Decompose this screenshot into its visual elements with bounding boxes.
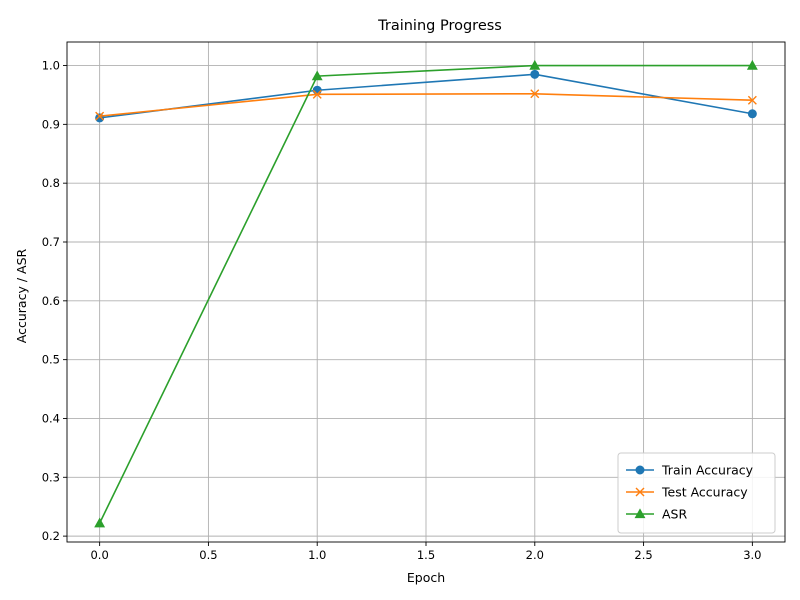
legend-marker — [635, 465, 645, 475]
data-point-asr — [311, 70, 323, 81]
data-point-test-accuracy — [95, 111, 105, 121]
data-point-asr — [94, 517, 106, 528]
plot-frame — [66, 41, 786, 543]
x-tick-label: 1.5 — [417, 548, 435, 562]
legend-marker — [635, 487, 645, 497]
x-tick-label: 2.0 — [526, 548, 544, 562]
legend-label: ASR — [662, 507, 687, 522]
y-axis-label: Accuracy / ASR — [14, 248, 29, 343]
series-test-accuracy — [95, 89, 757, 121]
legend-item-test-accuracy: Test Accuracy — [626, 485, 748, 500]
x-tick-label: 2.5 — [634, 548, 652, 562]
x-tick-label: 0.5 — [199, 548, 217, 562]
y-tick-label: 0.8 — [42, 176, 60, 190]
x-tick-label: 0.0 — [90, 548, 108, 562]
series-line-train-accuracy — [99, 73, 753, 119]
series-line-test-accuracy — [99, 92, 753, 117]
x-axis-label: Epoch — [407, 570, 445, 585]
y-tick-label: 0.2 — [42, 529, 60, 543]
series-group — [94, 59, 758, 528]
chart-title: Training Progress — [377, 18, 502, 34]
legend-label: Train Accuracy — [661, 463, 754, 478]
series-asr — [94, 59, 758, 528]
axes: 0.0 0.5 1.0 1.5 2.0 2.5 3.0 0.2 0.3 0.4 0.5 0.6 0.7 0… — [42, 41, 786, 562]
y-tick-label: 0.6 — [42, 294, 60, 308]
series-train-accuracy — [95, 69, 757, 123]
legend-marker — [634, 508, 646, 519]
y-tick-label: 0.9 — [42, 117, 60, 131]
data-point-test-accuracy — [747, 95, 757, 105]
data-point-train-accuracy — [530, 69, 540, 79]
data-point-test-accuracy — [312, 89, 322, 99]
y-tick-label: 0.7 — [42, 235, 60, 249]
grid — [67, 42, 785, 542]
legend-label: Test Accuracy — [661, 485, 748, 500]
data-point-train-accuracy — [312, 85, 322, 95]
y-tick-label: 0.4 — [42, 411, 60, 425]
data-point-asr — [529, 59, 541, 70]
y-tick-label: 0.5 — [42, 353, 60, 367]
y-tick-label: 0.3 — [42, 470, 60, 484]
y-tick-label: 1.0 — [42, 59, 60, 73]
legend: Train Accuracy Test Accuracy ASR — [617, 452, 776, 534]
data-point-test-accuracy — [530, 89, 540, 99]
data-point-asr — [746, 59, 758, 70]
data-point-train-accuracy — [747, 109, 757, 119]
x-tick-label: 1.0 — [308, 548, 326, 562]
legend-item-train-accuracy: Train Accuracy — [626, 463, 754, 478]
legend-item-asr: ASR — [626, 507, 687, 522]
x-tick-label: 3.0 — [743, 548, 761, 562]
legend-box — [617, 452, 776, 534]
series-line-asr — [98, 64, 753, 524]
